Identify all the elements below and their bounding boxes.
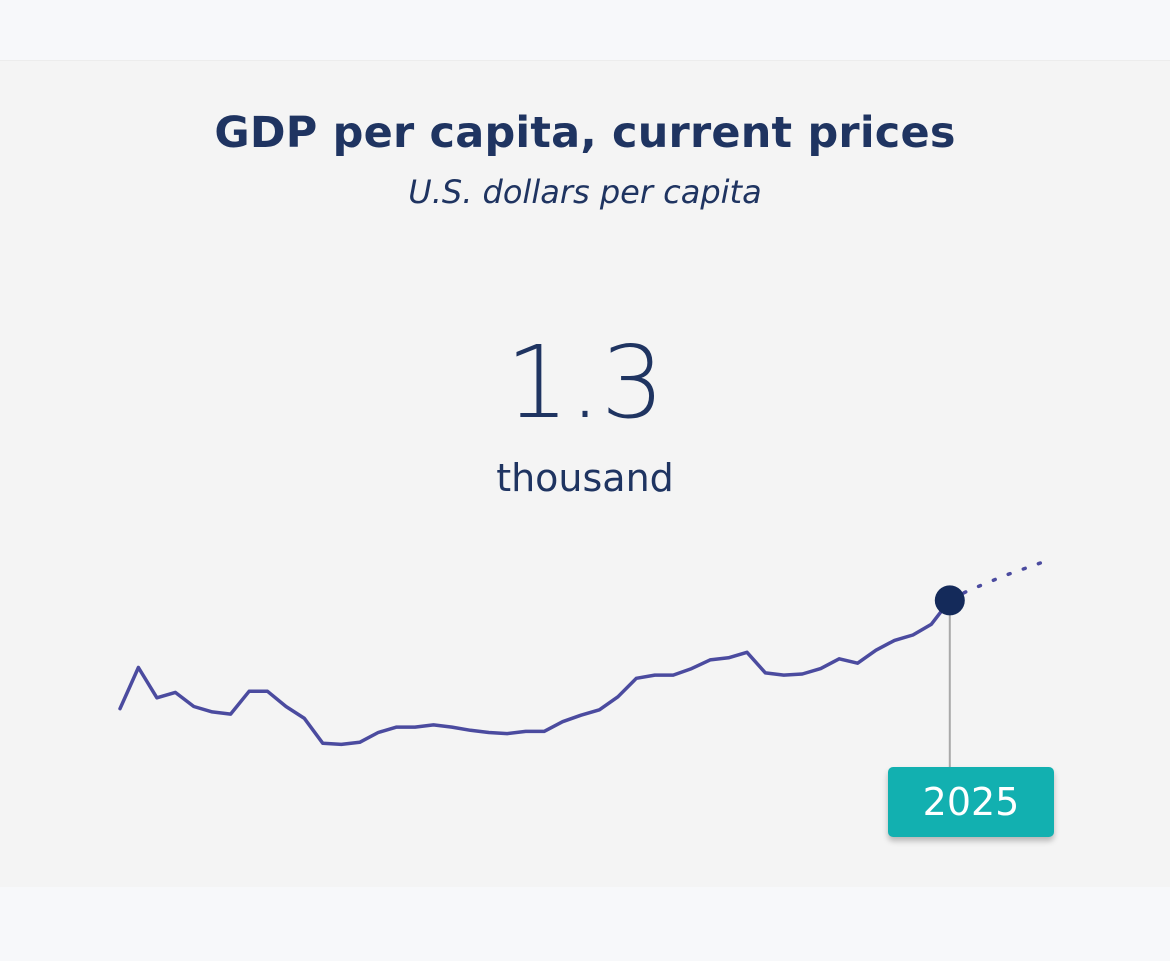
data-point-1995 [394,724,400,730]
data-point-2008 [633,675,639,681]
data-point-2006 [596,707,602,713]
data-point-1988 [265,688,271,694]
data-point-2005 [578,712,584,718]
data-point-1996 [412,724,418,730]
data-point-2012 [707,657,713,663]
chart-subtitle: U.S. dollars per capita [408,173,762,211]
series-line-actual [118,598,952,747]
data-point-2001 [504,731,510,737]
data-point-1989 [283,704,289,710]
data-point-2013 [726,655,732,661]
chart-title: GDP per capita, current prices [214,108,956,158]
data-point-2016 [781,672,787,678]
data-point-1987 [246,688,252,694]
chart-card: GDP per capita, current prices U.S. doll… [0,60,1170,887]
data-point-1985 [209,709,215,715]
data-point-2017 [799,671,805,677]
data-point-2009 [652,672,658,678]
highlight-value: 1.3 [505,324,665,441]
data-point-1992 [338,741,344,747]
data-point-2021 [873,647,879,653]
data-point-2010 [670,672,676,678]
series-line-projection [948,560,1044,603]
data-point-1997 [430,722,436,728]
highlight-marker[interactable] [934,585,965,616]
data-point-2011 [689,666,695,672]
data-point-2004 [560,719,566,725]
data-point-2023 [910,632,916,638]
data-point-1990 [301,715,307,721]
data-point-1980 [117,706,123,712]
data-point-2000 [486,730,492,736]
data-point-1981 [135,665,141,671]
data-point-1991 [320,740,326,746]
data-point-1999 [467,727,473,733]
data-point-2018 [818,666,824,672]
data-point-1994 [375,730,381,736]
data-point-2024 [928,621,934,627]
data-point-1998 [449,724,455,730]
data-point-2003 [541,728,547,734]
data-point-1983 [172,689,178,695]
data-point-1986 [228,711,234,717]
data-point-1982 [154,695,160,701]
data-point-1993 [357,739,363,745]
data-point-2015 [762,670,768,676]
year-tag[interactable]: 2025 [888,767,1054,837]
data-point-2007 [615,694,621,700]
data-point-2014 [744,649,750,655]
data-point-2022 [891,637,897,643]
data-point-2019 [836,656,842,662]
data-point-1984 [191,704,197,710]
highlight-unit: thousand [496,456,674,500]
data-point-2002 [523,728,529,734]
data-point-2020 [855,660,861,666]
